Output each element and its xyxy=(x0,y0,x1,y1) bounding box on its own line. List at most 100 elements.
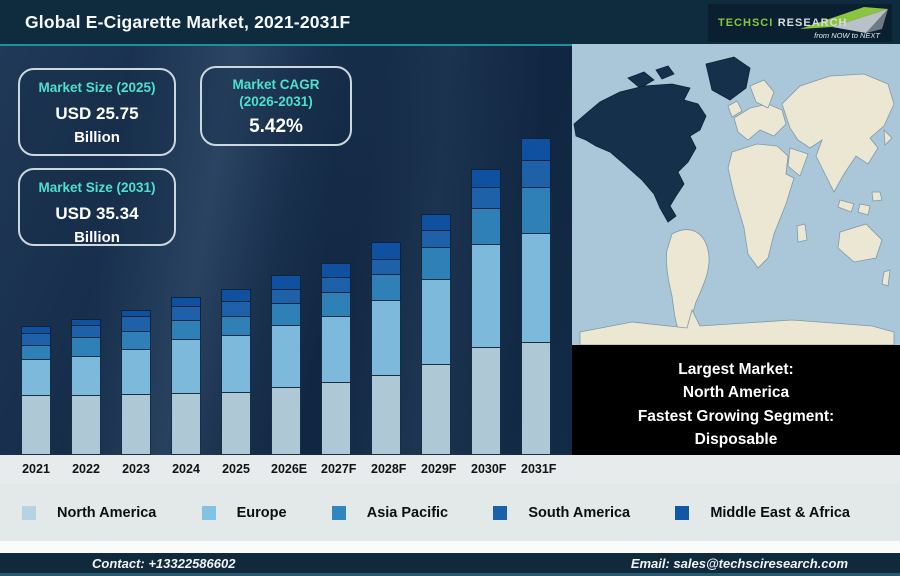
market-highlight-box: Largest Market: North America Fastest Gr… xyxy=(572,345,900,455)
callout-value: USD 35.34 xyxy=(55,203,139,223)
bar-2023 xyxy=(121,310,151,455)
bar-2021 xyxy=(21,326,51,455)
bar-segment xyxy=(471,187,501,209)
map-australia xyxy=(837,223,883,263)
bar-2031F xyxy=(521,138,551,455)
bar-segment xyxy=(71,356,101,396)
bar-segment xyxy=(271,303,301,326)
bar-segment xyxy=(371,242,401,260)
callout-value: USD 25.75 xyxy=(55,103,139,123)
legend-swatch xyxy=(331,505,346,520)
map-greenland xyxy=(705,56,751,101)
axis-label: 2029F xyxy=(421,462,457,476)
highlight-line: North America xyxy=(682,384,790,402)
bar-2025 xyxy=(221,289,251,455)
page-title: Global E-Cigarette Market, 2021-2031F xyxy=(25,12,351,32)
bar-segment xyxy=(221,335,251,393)
bar-segment xyxy=(521,160,551,188)
map-asia xyxy=(781,73,895,193)
callout-label: Market CAGR xyxy=(232,77,320,92)
world-map-svg xyxy=(572,44,900,345)
bar-segment xyxy=(21,395,51,455)
callout-label: Market Size (2031) xyxy=(38,180,156,195)
bar-segment xyxy=(471,208,501,245)
map-japan xyxy=(883,128,893,146)
legend-item: North America xyxy=(22,505,156,521)
legend-label: North America xyxy=(57,504,157,521)
bar-segment xyxy=(171,393,201,455)
legend-swatch xyxy=(675,505,690,520)
bar-segment xyxy=(321,277,351,293)
logo-wordmark: TechSci Research xyxy=(718,13,847,31)
arrow-icon xyxy=(800,7,888,33)
bar-segment xyxy=(171,306,201,321)
highlight-line: Disposable xyxy=(694,430,778,448)
bar-2022 xyxy=(71,319,101,455)
map-indonesia-2 xyxy=(857,203,871,216)
map-north-america-highlight xyxy=(573,56,751,223)
bar-segment xyxy=(371,259,401,275)
callout-unit: Billion xyxy=(74,128,120,146)
bar-segment xyxy=(321,292,351,317)
bars-area xyxy=(0,138,572,455)
bar-segment xyxy=(521,233,551,343)
axis-label: 2028F xyxy=(371,462,407,476)
bar-segment xyxy=(221,316,251,336)
map-antarctica xyxy=(579,308,895,345)
axis-label: 2023 xyxy=(122,462,150,476)
map-madagascar xyxy=(796,223,808,243)
bar-segment xyxy=(371,300,401,376)
bar-segment xyxy=(471,347,501,455)
highlight-line: Fastest Growing Segment: xyxy=(637,407,835,425)
map-british-isles xyxy=(727,100,743,118)
bar-segment xyxy=(221,301,251,317)
legend-item: Asia Pacific xyxy=(331,504,449,521)
bar-2029F xyxy=(421,214,451,455)
bar-segment xyxy=(521,187,551,234)
legend-label: Asia Pacific xyxy=(366,504,449,521)
map-africa xyxy=(727,143,795,269)
bar-segment xyxy=(471,169,501,188)
bar-2026E xyxy=(271,275,301,455)
legend: North America Europe Asia Pacific South Ame… xyxy=(0,484,900,541)
bar-segment xyxy=(471,244,501,348)
bar-segment xyxy=(421,247,451,280)
bar-segment xyxy=(321,382,351,455)
axis-label: 2030F xyxy=(471,462,507,476)
map-landmasses xyxy=(579,73,895,345)
techsci-logo: TechSci Research from NOW to NEXT xyxy=(708,4,892,42)
map-arabia xyxy=(787,147,809,177)
bar-segment xyxy=(371,375,401,455)
legend-label: Middle East & Africa xyxy=(710,504,850,521)
bar-2028F xyxy=(371,242,401,455)
bar-segment xyxy=(121,331,151,350)
map-north-america xyxy=(573,83,707,223)
bar-segment xyxy=(421,214,451,231)
bar-segment xyxy=(321,316,351,383)
x-axis: 2021 2022 2023 2024 2025 2026E 2027F 2028F 2029F… xyxy=(0,455,900,484)
bar-segment xyxy=(221,392,251,455)
logo-brand-primary: TechSci xyxy=(718,17,774,29)
bar-segment xyxy=(421,364,451,455)
bar-segment xyxy=(21,345,51,360)
chart-panel xyxy=(0,46,572,455)
bar-segment xyxy=(71,337,101,357)
callout-label: Market Size (2025) xyxy=(38,80,156,95)
bar-segment xyxy=(271,275,301,290)
divider xyxy=(0,541,900,553)
legend-swatch xyxy=(493,505,508,520)
bar-segment xyxy=(521,138,551,161)
callout-market-cagr: Market CAGR (2026-2031) 5.42% xyxy=(200,66,352,146)
callout-value: 5.42% xyxy=(249,115,303,137)
bar-segment xyxy=(371,274,401,301)
axis-label: 2024 xyxy=(172,462,200,476)
bar-segment xyxy=(21,359,51,396)
legend-item: Middle East & Africa xyxy=(675,505,850,521)
map-new-zealand xyxy=(881,269,891,287)
logo-tagline: from NOW to NEXT xyxy=(814,31,880,40)
bar-segment xyxy=(271,325,301,388)
bar-segment xyxy=(271,387,301,455)
bar-segment xyxy=(121,394,151,455)
footer-email: Email: sales@techsciresearch.com xyxy=(630,555,848,571)
